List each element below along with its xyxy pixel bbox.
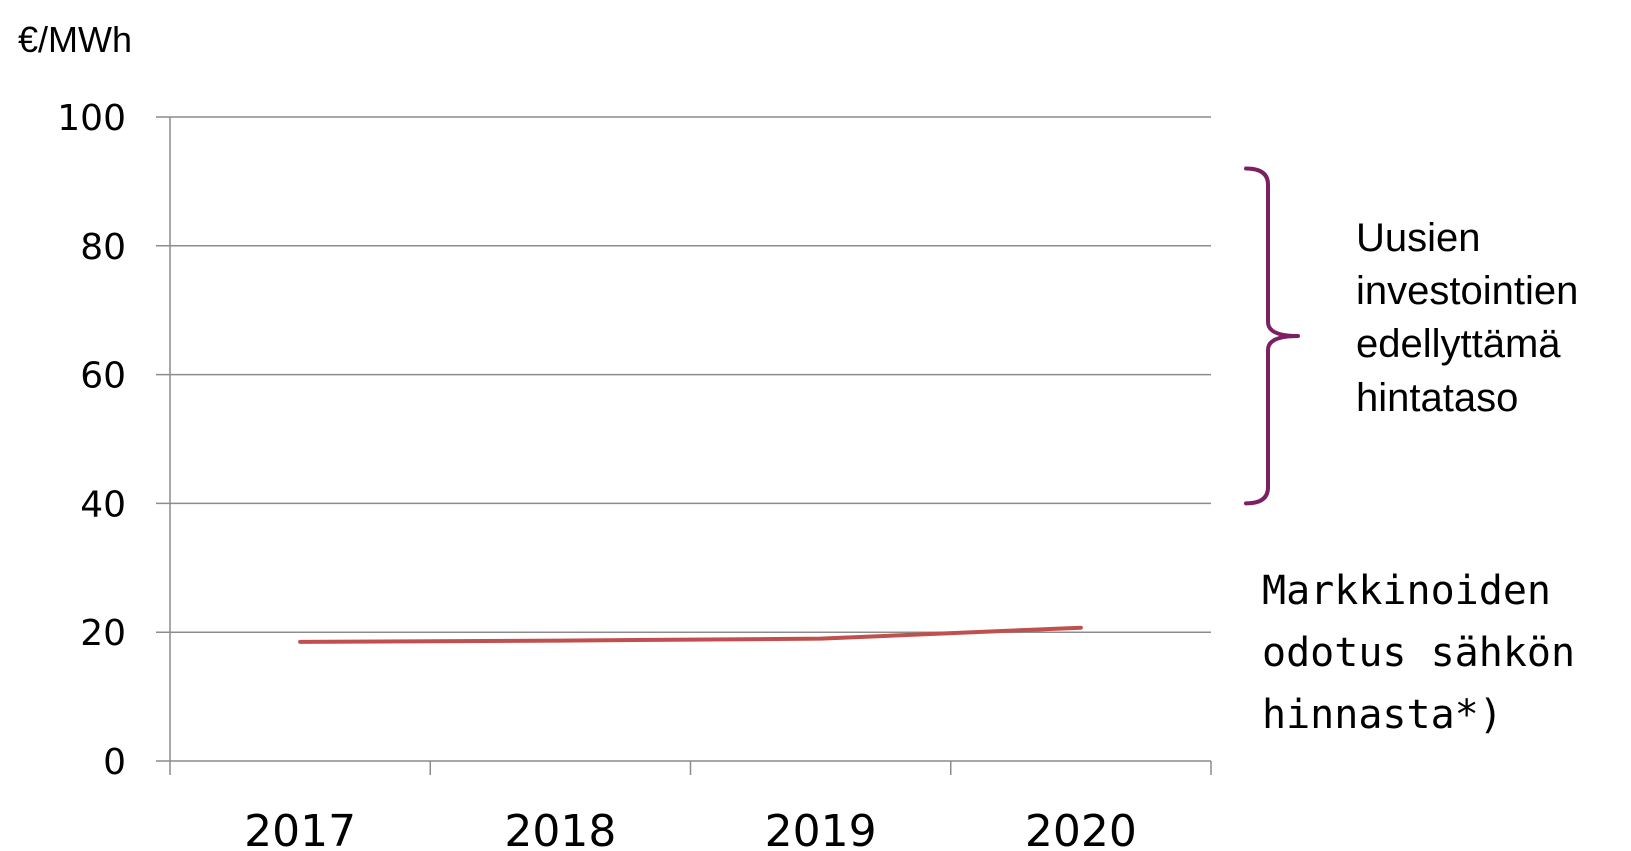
x-tick-label: 2019 xyxy=(765,806,877,851)
x-tick-label: 2018 xyxy=(504,806,616,851)
x-axis-ticks: 2017 2018 2019 2020 xyxy=(244,806,1137,851)
market-expectation-annotation: Markkinoiden odotus sähkön hinnasta*) xyxy=(1262,560,1628,746)
gridlines xyxy=(156,116,1211,633)
annotation-line: Uusien xyxy=(1356,216,1481,260)
y-tick-label: 20 xyxy=(80,613,126,654)
annotation-line: investointien xyxy=(1356,269,1579,314)
y-axis-unit-label: €/MWh xyxy=(18,19,132,60)
annotation-line: Markkinoiden xyxy=(1262,568,1551,614)
annotation-line: odotus sähkön xyxy=(1262,630,1576,676)
axes xyxy=(156,117,1212,775)
y-axis-ticks: 0 20 40 60 80 100 xyxy=(57,98,126,783)
x-tick-label: 2017 xyxy=(244,806,356,851)
series-line xyxy=(298,625,1083,644)
y-tick-label: 60 xyxy=(80,356,126,397)
annotation-line: edellyttämä xyxy=(1356,322,1561,367)
annotation-line: hinnasta*) xyxy=(1262,692,1503,738)
annotation-line: hintataso xyxy=(1356,375,1519,420)
y-tick-label: 80 xyxy=(80,227,126,268)
series-group xyxy=(298,625,1083,644)
y-tick-label: 40 xyxy=(80,484,126,525)
investment-price-level-annotation: Uusien investointien edellyttämä hintata… xyxy=(1356,212,1628,425)
annotation-brackets xyxy=(1244,166,1300,506)
curly-bracket xyxy=(1244,166,1300,506)
y-tick-label: 0 xyxy=(103,742,126,783)
y-tick-label: 100 xyxy=(57,98,126,139)
x-tick-label: 2020 xyxy=(1025,806,1137,851)
